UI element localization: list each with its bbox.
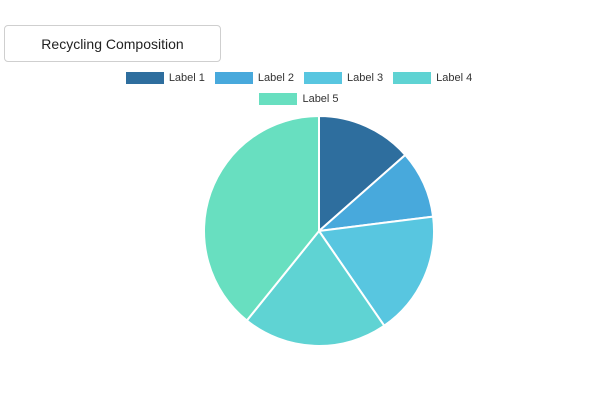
pie-slice-1[interactable] — [318, 114, 407, 234]
legend-swatch-2 — [214, 72, 253, 84]
legend-label-4: Label 4 — [436, 72, 473, 84]
chart-title: Recycling Composition — [4, 25, 221, 62]
legend-item-2[interactable]: Label 2 — [214, 72, 294, 84]
legend-item-4[interactable]: Label 4 — [393, 72, 472, 84]
legend-row-1: Label 1 Label 2 Label 3 Label 4 — [0, 68, 598, 88]
pie-slice-4[interactable] — [245, 229, 386, 347]
pie-slices — [203, 114, 435, 347]
legend-label-1: Label 1 — [168, 72, 205, 84]
pie-slice-5[interactable] — [203, 114, 320, 322]
legend-item-5[interactable]: Label 5 — [259, 93, 339, 105]
legend-label-3: Label 3 — [347, 72, 384, 84]
legend-item-3[interactable]: Label 3 — [304, 72, 383, 84]
legend-row-2: Label 5 — [0, 89, 598, 109]
legend-swatch-5 — [259, 93, 298, 105]
legend-swatch-4 — [393, 72, 432, 84]
legend: Label 1 Label 2 Label 3 Label 4 Label 5 — [0, 68, 598, 110]
legend-label-5: Label 5 — [302, 93, 339, 105]
legend-label-2: Label 2 — [257, 72, 294, 84]
legend-swatch-3 — [304, 72, 342, 84]
legend-swatch-1 — [125, 72, 164, 84]
legend-item-1[interactable]: Label 1 — [125, 72, 205, 84]
pie-slice-3[interactable] — [317, 215, 435, 328]
